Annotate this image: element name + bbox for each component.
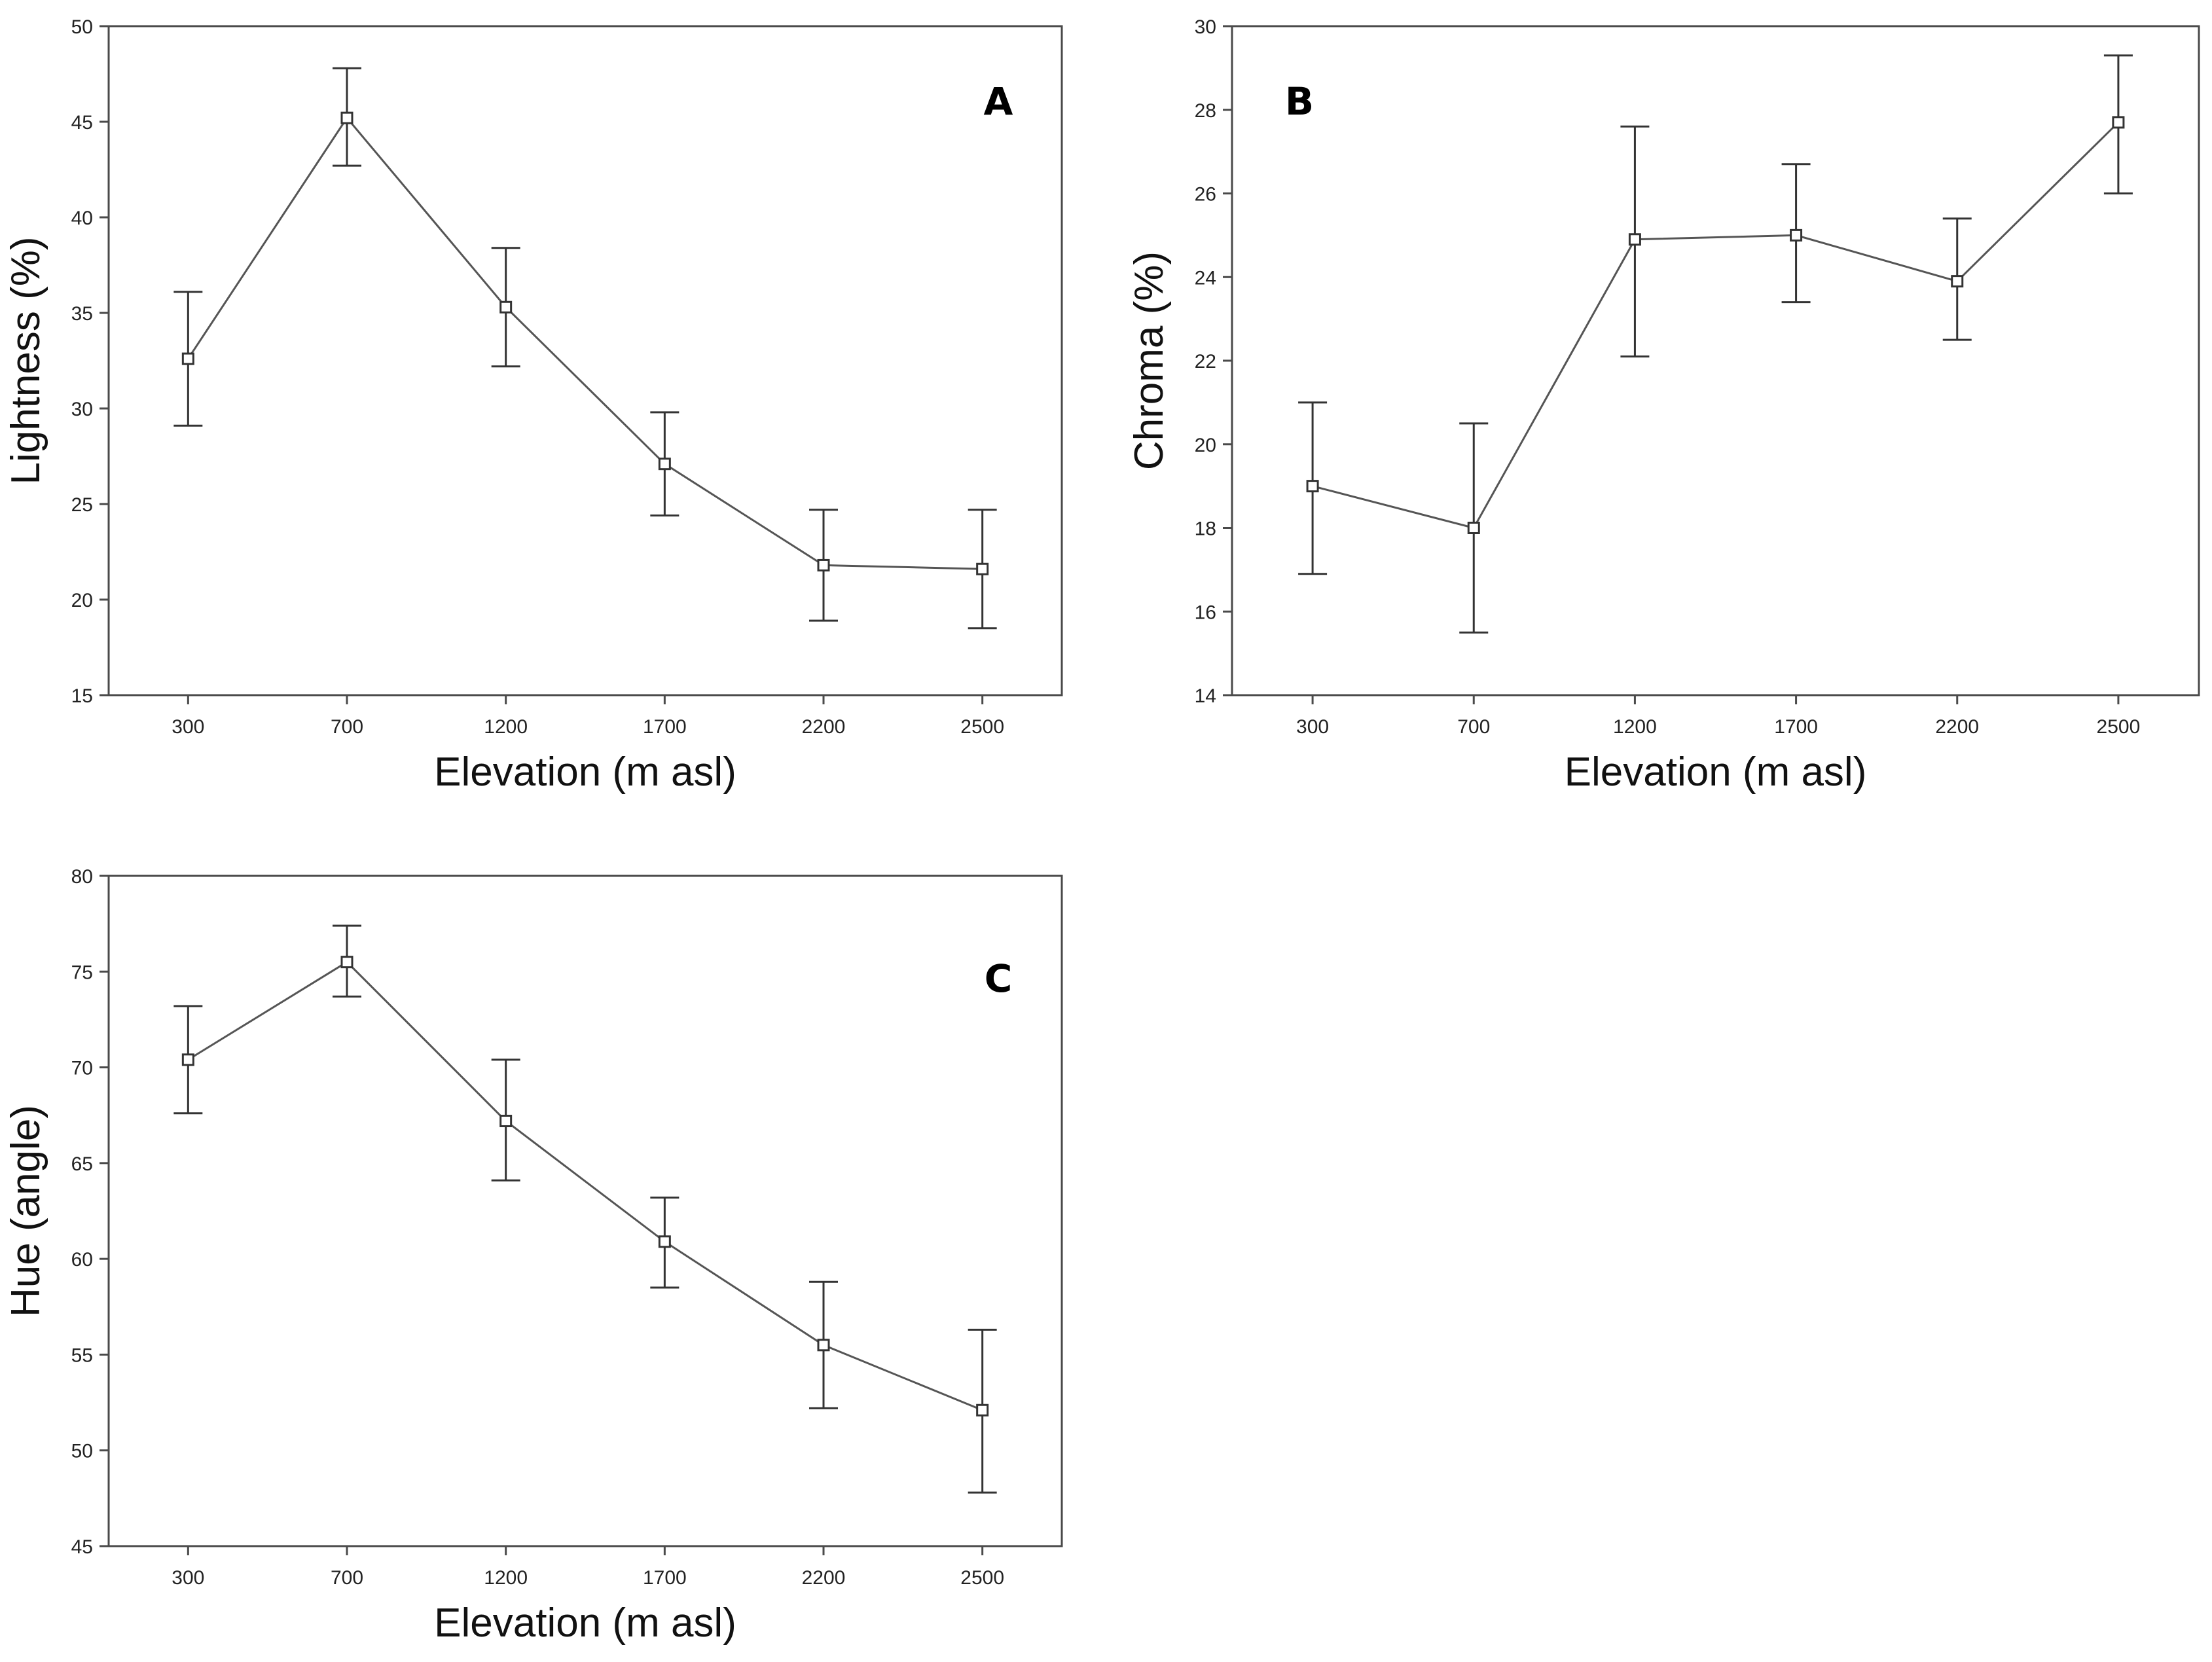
y-tick-label: 26 [1195, 184, 1216, 206]
plot-frame [107, 875, 1063, 1547]
data-point [976, 562, 989, 575]
data-point [340, 111, 354, 124]
y-tick-label: 75 [71, 962, 93, 983]
y-tick-label: 14 [1195, 685, 1216, 707]
x-tick-label: 2200 [802, 1567, 846, 1589]
x-tick-label: 1700 [643, 716, 687, 738]
y-tick-label: 50 [71, 1441, 93, 1462]
data-point [817, 558, 830, 571]
y-axis-title: Hue (angle) [3, 1105, 48, 1317]
y-tick-label: 24 [1195, 267, 1216, 289]
series-line [1312, 121, 2119, 530]
data-point [976, 1403, 989, 1417]
x-tick-label: 300 [1296, 716, 1329, 738]
panel-label: C [985, 956, 1013, 1001]
y-axis-title: Chroma (%) [1127, 251, 1172, 470]
y-tick-label: 20 [1195, 435, 1216, 456]
data-point [658, 1235, 671, 1248]
panel-label: B [1285, 79, 1314, 124]
x-tick-label: 700 [331, 716, 363, 738]
y-tick-label: 55 [71, 1345, 93, 1366]
panel-c: 45 50 55 60 65 70 75 80 300 700 1200 1700 2200 2500 El… [3, 866, 1063, 1646]
x-tick-label: 300 [172, 716, 204, 738]
y-tick-label: 18 [1195, 518, 1216, 540]
x-tick-label: 1700 [1774, 716, 1818, 738]
y-tick-label: 35 [71, 303, 93, 325]
y-tick-label: 65 [71, 1153, 93, 1175]
x-tick-label: 2500 [2097, 716, 2141, 738]
x-tick-label: 2200 [1935, 716, 1979, 738]
x-tick-label: 300 [172, 1567, 204, 1589]
data-point [181, 352, 194, 365]
data-point [340, 956, 354, 969]
y-tick-label: 30 [71, 399, 93, 420]
y-tick-label: 80 [71, 866, 93, 888]
plot-frame [107, 25, 1063, 696]
data-point [1790, 228, 1803, 242]
series-line [187, 960, 983, 1411]
data-point [1951, 275, 1964, 288]
y-tick-label: 25 [71, 494, 93, 516]
x-axis-title: Elevation (m asl) [434, 750, 736, 795]
x-tick-label: 1700 [643, 1567, 687, 1589]
data-point [499, 300, 513, 314]
y-axis-title: Lightness (%) [3, 236, 48, 484]
data-point [1628, 233, 1641, 246]
y-tick-label: 60 [71, 1249, 93, 1271]
y-tick-label: 20 [71, 590, 93, 611]
plot-frame [1231, 25, 2200, 696]
x-axis-title: Elevation (m asl) [434, 1600, 736, 1646]
x-tick-label: 1200 [1613, 716, 1657, 738]
data-point [499, 1114, 513, 1127]
data-point [1467, 522, 1480, 534]
data-point [1306, 480, 1319, 493]
data-point [181, 1053, 194, 1066]
y-tick-label: 15 [71, 685, 93, 707]
data-point [2112, 116, 2125, 129]
x-tick-label: 1200 [484, 1567, 528, 1589]
y-tick-label: 45 [71, 1536, 93, 1558]
x-tick-label: 1200 [484, 716, 528, 738]
x-axis-title: Elevation (m asl) [1565, 750, 1867, 795]
x-tick-label: 2500 [960, 716, 1004, 738]
x-tick-label: 700 [331, 1567, 363, 1589]
y-tick-label: 45 [71, 112, 93, 134]
y-tick-label: 22 [1195, 351, 1216, 372]
panel-b: 14 16 18 20 22 24 26 28 30 300 700 1200 1700 2200 2500… [1127, 16, 2200, 795]
data-point [817, 1339, 830, 1352]
panel-label: A [984, 79, 1013, 124]
x-tick-label: 2200 [802, 716, 846, 738]
y-tick-label: 30 [1195, 16, 1216, 38]
x-tick-label: 2500 [960, 1567, 1004, 1589]
y-tick-label: 40 [71, 208, 93, 229]
y-tick-label: 70 [71, 1058, 93, 1079]
y-tick-label: 28 [1195, 100, 1216, 122]
series-line [187, 116, 983, 570]
y-tick-label: 16 [1195, 602, 1216, 623]
panel-a: 15 20 25 30 35 40 45 50 300 700 1200 1700 2200 2500 El… [3, 16, 1063, 795]
data-point [658, 458, 671, 471]
y-tick-label: 50 [71, 16, 93, 38]
x-tick-label: 700 [1457, 716, 1490, 738]
